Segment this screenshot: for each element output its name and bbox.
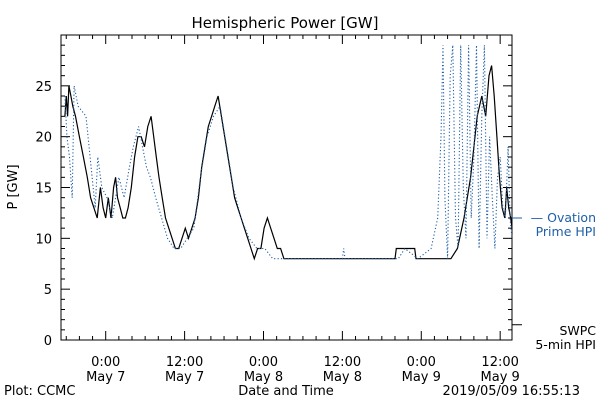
series-ovation-line xyxy=(64,45,513,260)
x-tick-label-date: May 9 xyxy=(402,370,441,385)
legend-label: SWPC xyxy=(559,323,596,338)
legend-label: Prime HPI xyxy=(536,224,596,239)
x-tick-label-date: May 7 xyxy=(165,370,204,385)
chart-title: Hemispheric Power [GW] xyxy=(192,14,379,32)
x-axis-label: Date and Time xyxy=(238,384,334,399)
y-tick-label: 25 xyxy=(35,80,52,95)
footer-timestamp: 2019/05/09 16:55:13 xyxy=(443,384,580,399)
series-group xyxy=(64,45,513,261)
x-tick-label-date: May 8 xyxy=(244,370,283,385)
y-tick-label: 10 xyxy=(35,232,52,247)
x-tick-label-date: May 9 xyxy=(481,370,520,385)
x-tick-label-time: 0:00 xyxy=(249,355,278,370)
y-axis-ticks: 0 5 10 15 20 25 xyxy=(35,34,512,349)
legend-label: — Ovation xyxy=(531,210,596,225)
x-tick-label-time: 12:00 xyxy=(481,355,518,370)
legend-label: 5-min HPI xyxy=(535,337,596,352)
y-tick-label: 0 xyxy=(44,334,52,349)
x-tick-label-date: May 8 xyxy=(323,370,362,385)
x-tick-label-date: May 7 xyxy=(86,370,125,385)
x-tick-label-time: 12:00 xyxy=(324,355,361,370)
series-swpc-line xyxy=(64,65,513,261)
x-tick-label-time: 12:00 xyxy=(166,355,203,370)
x-tick-label-time: 0:00 xyxy=(91,355,120,370)
x-tick-label-time: 0:00 xyxy=(407,355,436,370)
y-tick-label: 15 xyxy=(35,182,52,197)
y-tick-label: 20 xyxy=(35,131,52,146)
y-axis-label: P [GW] xyxy=(6,164,21,209)
y-tick-label: 5 xyxy=(44,283,52,298)
footer-plot-credit: Plot: CCMC xyxy=(4,384,75,399)
